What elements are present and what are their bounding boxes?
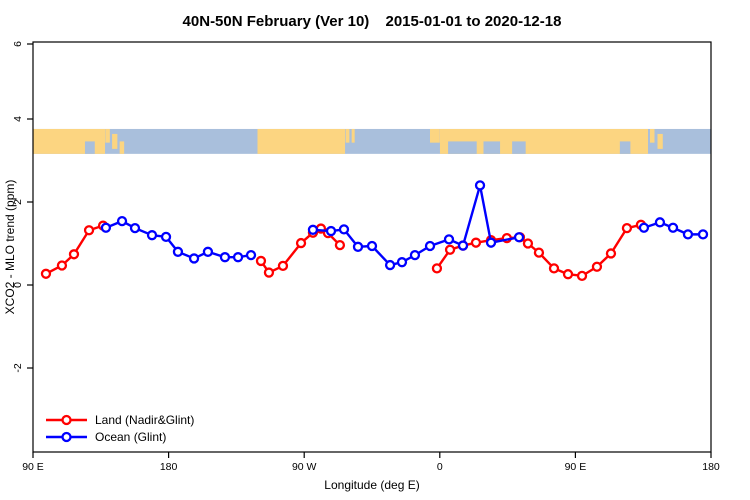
ocean-point	[384, 259, 396, 271]
chart-title-range: 40N-50N February (Ver 10)	[183, 13, 370, 30]
ocean-point	[443, 234, 455, 245]
y-tick-label: -2	[12, 363, 24, 372]
y-tick-label: 4	[12, 116, 24, 122]
band-land-speck	[649, 128, 655, 143]
band-land-segment	[257, 128, 346, 154]
ocean-point	[409, 249, 421, 261]
land-line	[435, 223, 642, 278]
y-axis-ticks: 6 4 2 0 -2	[12, 41, 33, 373]
land-point	[605, 248, 617, 259]
x-tick-label: 0	[437, 461, 443, 473]
ocean-point	[682, 229, 694, 240]
land-ocean-map-band	[33, 128, 711, 154]
legend-label: Land (Nadir&Glint)	[95, 413, 194, 427]
ocean-point	[100, 222, 112, 233]
ocean-point	[338, 224, 350, 235]
ocean-point	[188, 253, 200, 264]
x-tick-label: 180	[702, 461, 720, 473]
ocean-point	[245, 249, 257, 261]
ocean-point	[396, 257, 408, 268]
land-point	[56, 260, 68, 271]
land-point	[533, 247, 545, 258]
land-point	[83, 225, 95, 236]
y-axis-label: XCO2 - MLO trend (ppm)	[3, 180, 17, 315]
land-point	[295, 237, 307, 249]
band-land-speck	[430, 128, 440, 143]
ocean-point	[202, 246, 214, 257]
band-land-speck	[351, 128, 355, 143]
ocean-point	[485, 237, 497, 248]
ocean-point	[232, 252, 244, 263]
land-point	[548, 263, 560, 274]
land-point	[334, 240, 346, 251]
band-land-speck	[345, 128, 350, 143]
band-ocean-patch	[448, 141, 477, 154]
band-land-speck	[119, 141, 125, 154]
ocean-point	[129, 222, 141, 234]
x-axis-ticks: 90 E 180 90 W 0 90 E 180	[22, 452, 720, 473]
y-tick-label: 0	[12, 282, 24, 288]
band-ocean-patch	[512, 141, 526, 154]
ocean-point	[219, 252, 231, 263]
x-tick-label: 90 E	[22, 461, 44, 473]
land-point	[470, 237, 482, 248]
x-axis-label: Longitude (deg E)	[324, 478, 419, 492]
band-land-speck	[657, 133, 663, 149]
x-tick-label: 90 W	[292, 461, 317, 473]
ocean-point	[146, 230, 158, 241]
ocean-point	[160, 231, 172, 243]
legend-label: Ocean (Glint)	[95, 430, 166, 444]
ocean-point	[116, 215, 128, 227]
land-point	[576, 270, 588, 282]
band-ocean-patch	[84, 141, 95, 154]
land-point	[40, 268, 52, 279]
series-ocean	[100, 180, 709, 271]
ocean-point	[172, 246, 184, 257]
ocean-point	[513, 232, 525, 243]
x-tick-label: 180	[160, 461, 178, 473]
land-point	[277, 260, 289, 272]
band-ocean-patch	[483, 141, 501, 154]
ocean-point	[654, 217, 666, 228]
x-tick-label: 90 E	[565, 461, 587, 473]
data-series	[40, 180, 709, 282]
chart-title-dates: 2015-01-01 to 2020-12-18	[385, 13, 561, 30]
ocean-point	[424, 240, 436, 252]
legend-marker	[61, 431, 72, 443]
band-land-speck	[105, 128, 110, 143]
land-point	[255, 255, 267, 267]
ocean-point	[307, 224, 319, 235]
plot-border	[32, 41, 712, 453]
land-point	[444, 244, 456, 255]
y-tick-label: 2	[12, 199, 24, 205]
ocean-point	[474, 180, 486, 191]
ocean-point	[366, 240, 378, 252]
legend-marker	[61, 414, 72, 426]
land-point	[522, 238, 534, 249]
band-ocean-patch	[619, 141, 631, 154]
land-point	[562, 269, 574, 280]
land-point	[591, 261, 603, 272]
y-tick-label: 6	[12, 41, 24, 47]
land-point	[431, 263, 443, 274]
ocean-point	[638, 222, 650, 233]
ocean-point	[352, 241, 364, 252]
ocean-point	[457, 240, 469, 251]
ocean-point	[697, 229, 709, 240]
band-land-speck	[112, 133, 118, 149]
ocean-point	[667, 222, 679, 233]
legend: Land (Nadir&Glint) Ocean (Glint)	[46, 413, 194, 444]
land-point	[263, 267, 275, 278]
land-point	[621, 222, 633, 234]
land-point	[68, 249, 80, 260]
ocean-point	[325, 225, 337, 237]
chart-title: 40N-50N February (Ver 10) 2015-01-01 to …	[183, 13, 562, 30]
